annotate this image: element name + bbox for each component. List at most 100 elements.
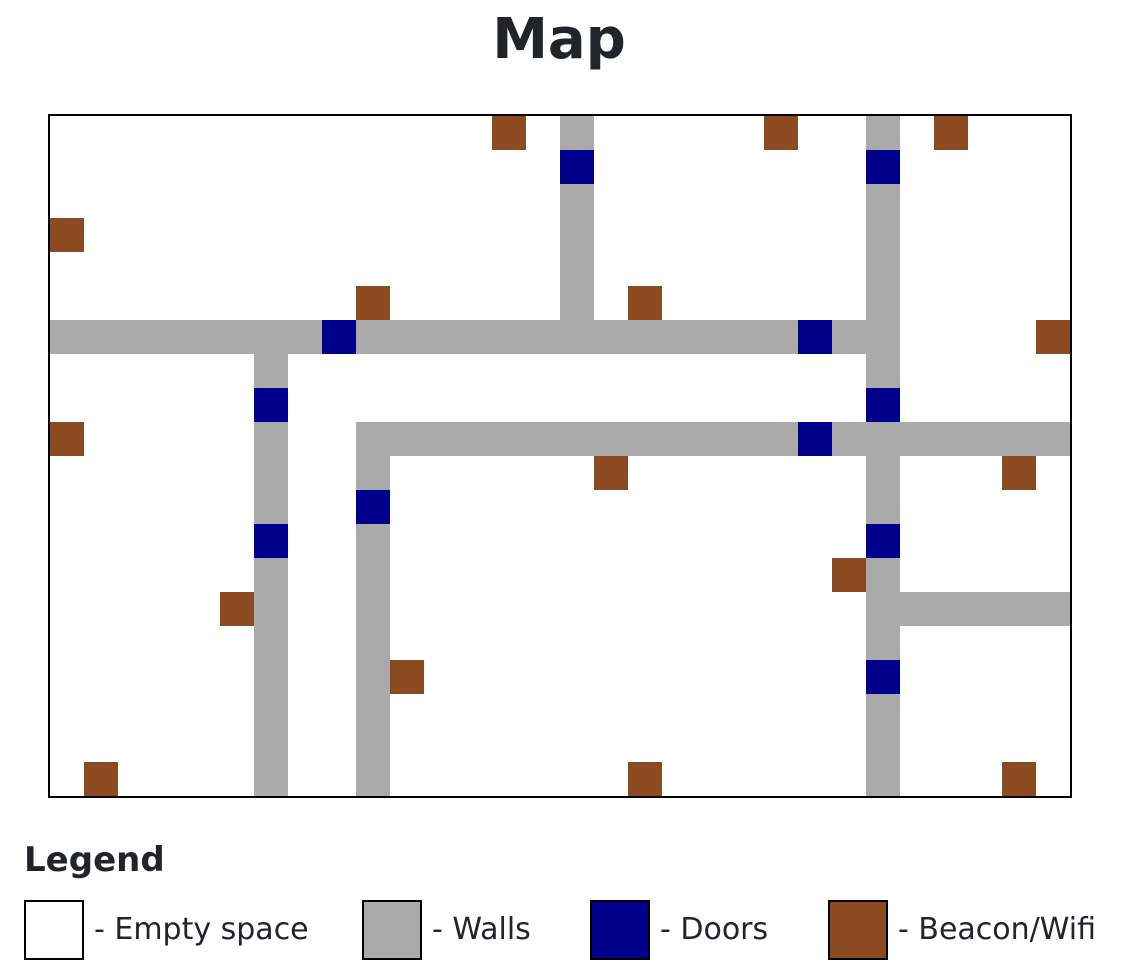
map-cell-empty xyxy=(526,728,560,762)
map-cell-empty xyxy=(84,524,118,558)
map-cell-empty xyxy=(152,252,186,286)
map-cell-empty xyxy=(764,456,798,490)
map-cell-empty xyxy=(186,728,220,762)
map-cell-empty xyxy=(832,388,866,422)
map-cell-empty xyxy=(696,728,730,762)
map-cell-beacon xyxy=(1002,762,1036,796)
map-cell-empty xyxy=(84,728,118,762)
map-cell-wall xyxy=(254,320,288,354)
legend: - Empty space - Walls - Doors - Beacon/W… xyxy=(24,900,1124,960)
legend-swatch-doors xyxy=(590,900,650,960)
map-cell-empty xyxy=(322,116,356,150)
map-cell-empty xyxy=(322,184,356,218)
map-cell-empty xyxy=(84,218,118,252)
map-cell-beacon xyxy=(50,422,84,456)
map-cell-empty xyxy=(628,524,662,558)
map-cell-empty xyxy=(50,354,84,388)
map-cell-empty xyxy=(152,150,186,184)
map-cell-empty xyxy=(152,456,186,490)
map-cell-empty xyxy=(424,116,458,150)
map-cell-empty xyxy=(594,592,628,626)
map-cell-empty xyxy=(50,184,84,218)
map-cell-empty xyxy=(458,286,492,320)
map-cell-empty xyxy=(628,626,662,660)
map-cell-empty xyxy=(662,218,696,252)
map-cell-empty xyxy=(798,524,832,558)
map-cell-empty xyxy=(662,762,696,796)
map-cell-empty xyxy=(288,116,322,150)
map-cell-empty xyxy=(84,286,118,320)
map-cell-wall xyxy=(730,422,764,456)
map-cell-empty xyxy=(322,490,356,524)
map-cell-empty xyxy=(186,252,220,286)
map-cell-wall xyxy=(84,320,118,354)
map-cell-empty xyxy=(186,592,220,626)
map-cell-empty xyxy=(968,626,1002,660)
map-cell-empty xyxy=(288,388,322,422)
map-cell-empty xyxy=(968,286,1002,320)
map-cell-empty xyxy=(254,252,288,286)
map-cell-empty xyxy=(118,150,152,184)
map-cell-empty xyxy=(628,150,662,184)
map-cell-empty xyxy=(492,286,526,320)
map-cell-empty xyxy=(526,286,560,320)
map-cell-empty xyxy=(594,558,628,592)
map-cell-empty xyxy=(798,252,832,286)
legend-item-doors: - Doors xyxy=(590,900,768,960)
map-cell-empty xyxy=(118,184,152,218)
map-cell-empty xyxy=(390,388,424,422)
map-cell-empty xyxy=(628,694,662,728)
map-cell-wall xyxy=(254,354,288,388)
map-cell-empty xyxy=(356,116,390,150)
map-cell-wall xyxy=(560,218,594,252)
map-cell-wall xyxy=(866,558,900,592)
map-cell-door xyxy=(866,150,900,184)
map-cell-empty xyxy=(1002,116,1036,150)
page-title: Map xyxy=(492,7,626,72)
map-cell-empty xyxy=(730,354,764,388)
map-cell-empty xyxy=(594,116,628,150)
map-cell-wall xyxy=(254,660,288,694)
map-cell-empty xyxy=(186,388,220,422)
map-cell-wall xyxy=(356,524,390,558)
map-cell-empty xyxy=(152,354,186,388)
map-cell-wall xyxy=(900,422,934,456)
map-cell-empty xyxy=(220,150,254,184)
map-cell-empty xyxy=(492,218,526,252)
map-cell-empty xyxy=(832,660,866,694)
map-cell-empty xyxy=(492,150,526,184)
map-cell-empty xyxy=(220,252,254,286)
map-cell-empty xyxy=(798,728,832,762)
map-cell-empty xyxy=(84,694,118,728)
legend-title: Legend xyxy=(24,840,165,880)
map-cell-empty xyxy=(764,626,798,660)
map-cell-empty xyxy=(1036,694,1070,728)
map-cell-empty xyxy=(1002,558,1036,592)
map-cell-empty xyxy=(288,660,322,694)
map-cell-empty xyxy=(186,116,220,150)
legend-label-walls: - Walls xyxy=(432,912,531,947)
map-cell-wall xyxy=(254,762,288,796)
map-cell-empty xyxy=(118,558,152,592)
map-cell-empty xyxy=(152,626,186,660)
map-cell-empty xyxy=(118,388,152,422)
map-cell-wall xyxy=(220,320,254,354)
map-cell-wall xyxy=(866,320,900,354)
map-cell-wall xyxy=(254,456,288,490)
map-cell-empty xyxy=(934,150,968,184)
map-cell-empty xyxy=(152,524,186,558)
map-cell-empty xyxy=(968,320,1002,354)
map-cell-empty xyxy=(186,184,220,218)
map-cell-wall xyxy=(356,694,390,728)
map-cell-empty xyxy=(900,490,934,524)
map-cell-wall xyxy=(458,320,492,354)
map-cell-empty xyxy=(458,728,492,762)
map-cell-empty xyxy=(594,660,628,694)
map-cell-empty xyxy=(526,184,560,218)
map-cell-empty xyxy=(492,456,526,490)
map-cell-empty xyxy=(832,524,866,558)
map-cell-empty xyxy=(968,558,1002,592)
map-cell-empty xyxy=(696,626,730,660)
map-cell-empty xyxy=(900,558,934,592)
map-cell-empty xyxy=(696,354,730,388)
